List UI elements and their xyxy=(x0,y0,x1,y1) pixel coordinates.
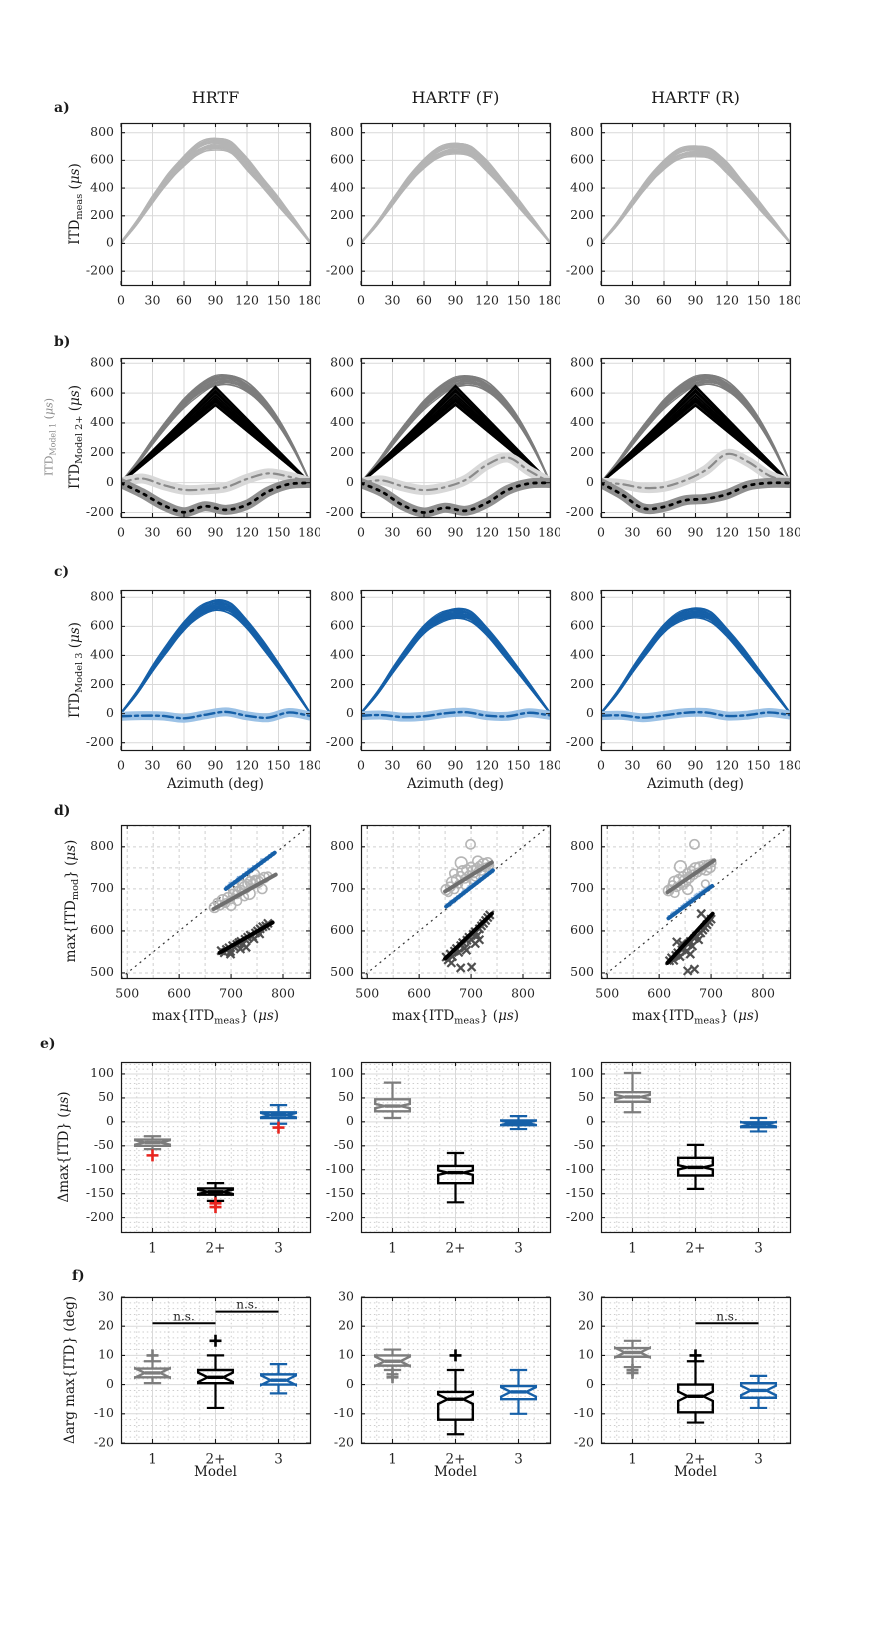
label-part: μs xyxy=(56,1096,72,1113)
panel-b-hrtf-canvas xyxy=(71,348,320,549)
label-part: Δmax{ITD} ( xyxy=(56,1112,72,1203)
panel-e-hartf-f xyxy=(311,1052,560,1264)
label-part: μs xyxy=(42,402,56,416)
label-part: max{ITD xyxy=(631,1008,695,1024)
panel-f-hartf-f-canvas xyxy=(311,1287,560,1475)
label-part: μs xyxy=(258,1008,274,1024)
label-part: max{ITD xyxy=(391,1008,455,1024)
label-part: } ( xyxy=(239,1008,259,1024)
panel-letter-e: e) xyxy=(40,1036,56,1052)
label-part: ) xyxy=(56,1091,72,1097)
panel-letter-c: c) xyxy=(54,564,70,580)
label-part: ITD xyxy=(42,455,56,477)
panel-e-hrtf-canvas xyxy=(71,1052,320,1264)
label-part: ( xyxy=(42,415,56,423)
panel-e-hrtf xyxy=(71,1052,320,1264)
panel-f-hartf-f xyxy=(311,1287,560,1475)
label-part: ) xyxy=(42,397,56,403)
label-part: μs xyxy=(498,1008,514,1024)
panel-a-hartf-r-canvas xyxy=(551,113,800,317)
panel-letter-d: d) xyxy=(54,803,71,819)
xlabel-max-itd-meas-1: max{ITDmeas} (μs) xyxy=(121,1008,310,1026)
xlabel-max-itd-meas-3: max{ITDmeas} (μs) xyxy=(601,1008,790,1026)
panel-a-hartf-f-canvas xyxy=(311,113,560,317)
panel-b-hartf-r-canvas xyxy=(551,348,800,549)
panel-e-hartf-r-canvas xyxy=(551,1052,800,1264)
panel-c-hrtf xyxy=(71,580,320,782)
xlabel-max-itd-meas-2: max{ITDmeas} (μs) xyxy=(361,1008,550,1026)
panel-e-hartf-r xyxy=(551,1052,800,1264)
column-title-hrtf: HRTF xyxy=(191,88,240,107)
panel-f-hartf-r xyxy=(551,1287,800,1475)
panel-f-hrtf-canvas xyxy=(71,1287,320,1475)
panel-f-hrtf xyxy=(71,1287,320,1475)
panel-c-hartf-f-canvas xyxy=(311,580,560,782)
panel-letter-f: f) xyxy=(72,1268,85,1284)
label-part: } ( xyxy=(719,1008,739,1024)
label-part: ) xyxy=(753,1008,760,1024)
panel-b-hartf-f xyxy=(311,348,560,549)
label-part: meas xyxy=(214,1015,240,1027)
panel-a-hartf-f xyxy=(311,113,560,317)
panel-d-hartf-f-canvas xyxy=(311,815,560,1010)
panel-d-hartf-f xyxy=(311,815,560,1010)
panel-b-hartf-f-canvas xyxy=(311,348,560,549)
panel-d-hrtf-canvas xyxy=(71,815,320,1010)
label-part: Model 1 xyxy=(48,422,58,456)
column-title-hartf-f: HARTF (F) xyxy=(411,88,500,107)
panel-a-hartf-r xyxy=(551,113,800,317)
panel-b-hrtf xyxy=(71,348,320,549)
panel-a-hrtf xyxy=(71,113,320,317)
panel-letter-a: a) xyxy=(54,100,70,116)
panel-c-hartf-r-canvas xyxy=(551,580,800,782)
panel-f-hartf-r-canvas xyxy=(551,1287,800,1475)
label-part: meas xyxy=(694,1015,720,1027)
panel-a-hrtf-canvas xyxy=(71,113,320,317)
label-part: ) xyxy=(273,1008,280,1024)
panel-b-hartf-r xyxy=(551,348,800,549)
panel-e-hartf-f-canvas xyxy=(311,1052,560,1264)
panel-d-hartf-r-canvas xyxy=(551,815,800,1010)
panel-c-hartf-f xyxy=(311,580,560,782)
label-part: μs xyxy=(738,1008,754,1024)
ylabel-delta-max-itd: Δmax{ITD} (μs) xyxy=(56,1091,72,1202)
label-part: meas xyxy=(454,1015,480,1027)
label-part: } ( xyxy=(479,1008,499,1024)
label-part: ) xyxy=(513,1008,520,1024)
panel-c-hrtf-canvas xyxy=(71,580,320,782)
panel-letter-b: b) xyxy=(54,334,71,350)
panel-c-hartf-r xyxy=(551,580,800,782)
panel-d-hrtf xyxy=(71,815,320,1010)
label-part: max{ITD xyxy=(151,1008,215,1024)
column-title-hartf-r: HARTF (R) xyxy=(651,88,740,107)
ylabel-itd-model1: ITDModel 1 (μs) xyxy=(43,398,58,476)
panel-d-hartf-r xyxy=(551,815,800,1010)
